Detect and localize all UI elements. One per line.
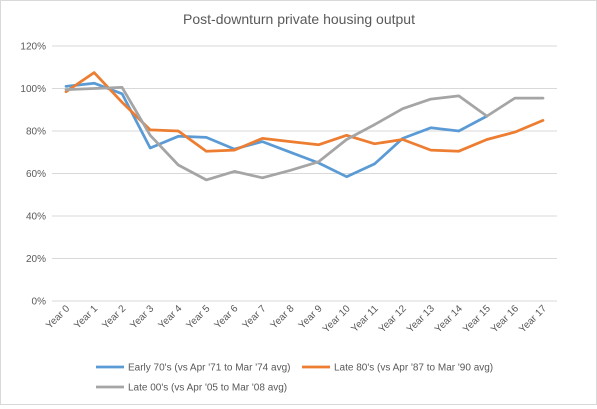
x-tick-label: Year 3 <box>128 303 156 331</box>
x-tick-label: Year 0 <box>44 303 72 331</box>
legend-label: Late 00's (vs Apr '05 to Mar '08 avg) <box>128 383 287 394</box>
x-tick-label: Year 12 <box>377 303 409 335</box>
y-tick-label: 60% <box>26 169 46 180</box>
x-tick-label: Year 16 <box>489 303 521 335</box>
x-tick-label: Year 17 <box>517 303 549 335</box>
y-tick-label: 0% <box>32 297 47 308</box>
y-tick-label: 120% <box>20 42 46 53</box>
x-tick-label: Year 7 <box>241 303 269 331</box>
series-line-3 <box>64 86 545 182</box>
x-tick-label: Year 5 <box>184 303 212 331</box>
x-tick-label: Year 10 <box>321 303 353 335</box>
x-tick-label: Year 4 <box>156 303 184 331</box>
y-tick-label: 80% <box>26 127 46 138</box>
x-tick-label: Year 2 <box>100 303 128 331</box>
x-axis-ticks: Year 0 Year 1 Year 2 Year 3 Year 4 Year 5 Year… <box>44 303 549 335</box>
chart-title: Post-downturn private housing output <box>183 11 415 27</box>
series-lines <box>64 71 545 182</box>
gridlines <box>52 45 557 302</box>
x-tick-label: Year 14 <box>433 303 465 335</box>
y-tick-label: 100% <box>20 84 46 95</box>
x-tick-label: Year 11 <box>349 303 381 335</box>
x-tick-label: Year 1 <box>72 303 100 331</box>
x-tick-label: Year 6 <box>213 303 241 331</box>
legend-label: Early 70's (vs Apr '71 to Mar '74 avg) <box>128 363 290 374</box>
y-tick-label: 20% <box>26 254 46 265</box>
x-tick-label: Year 15 <box>461 303 493 335</box>
legend: Early 70's (vs Apr '71 to Mar '74 avg) La… <box>96 363 493 394</box>
y-axis-ticks: 0% 20% 40% 60% 80% 100% 120% <box>20 42 46 308</box>
series-line-1 <box>64 81 489 179</box>
y-tick-label: 40% <box>26 212 46 223</box>
legend-label: Late 80's (vs Apr '87 to Mar '90 avg) <box>334 363 493 374</box>
x-tick-label: Year 8 <box>269 303 297 331</box>
x-tick-label: Year 13 <box>405 303 437 335</box>
